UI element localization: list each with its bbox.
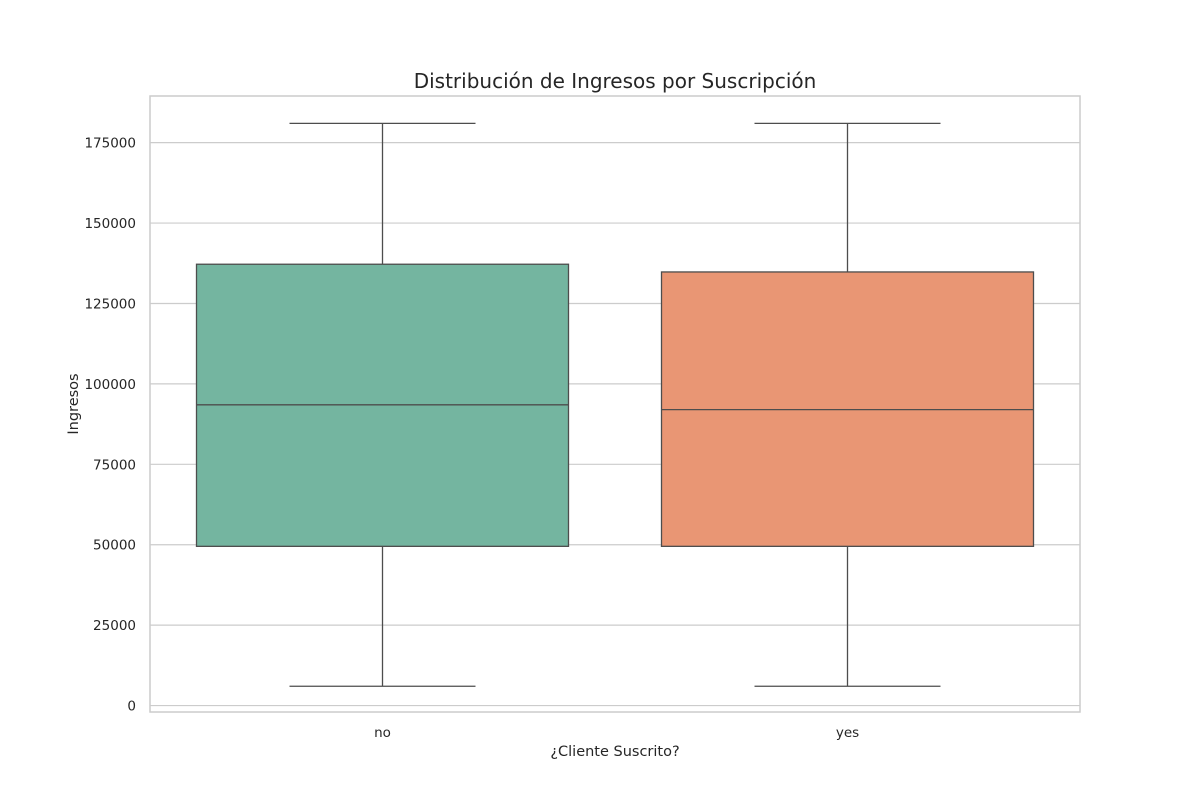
box-no bbox=[195, 122, 570, 687]
box-yes bbox=[660, 122, 1035, 687]
y-tick-label: 100000 bbox=[84, 377, 136, 393]
x-tick-labels: no yes bbox=[374, 725, 859, 741]
y-tick-label: 150000 bbox=[84, 216, 136, 232]
y-tick-label: 0 bbox=[127, 699, 136, 715]
y-tick-labels: 0 25000 50000 75000 100000 125000 150000 175000 bbox=[84, 136, 136, 715]
x-tick-label: no bbox=[374, 725, 391, 741]
plot-frame bbox=[149, 95, 1081, 713]
y-tick-label: 75000 bbox=[93, 457, 136, 473]
box-layer bbox=[195, 122, 1035, 687]
chart-title: Distribución de Ingresos por Suscripción bbox=[414, 69, 817, 93]
y-tick-label: 50000 bbox=[93, 538, 136, 554]
y-axis-label: Ingresos bbox=[66, 373, 82, 434]
y-tick-label: 25000 bbox=[93, 618, 136, 634]
y-tick-label: 175000 bbox=[84, 136, 136, 152]
x-tick-label: yes bbox=[836, 725, 859, 741]
x-axis-label: ¿Cliente Suscrito? bbox=[550, 744, 679, 760]
y-tick-label: 125000 bbox=[84, 296, 136, 312]
